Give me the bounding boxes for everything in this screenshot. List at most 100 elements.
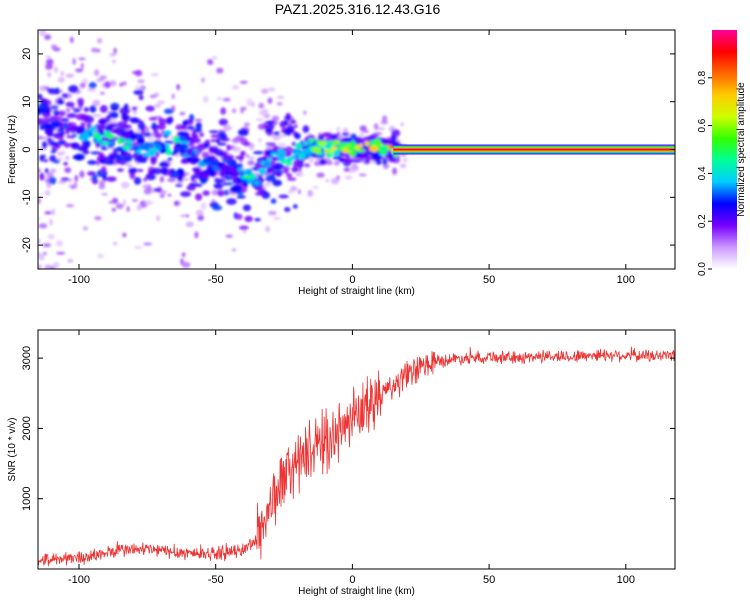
spectral-point: [60, 70, 64, 76]
spectral-point: [68, 85, 79, 93]
spectral-point: [137, 159, 148, 163]
spectral-point: [128, 167, 138, 174]
spectral-peak: [165, 148, 172, 156]
spectral-point: [80, 144, 88, 150]
spectral-peak: [267, 157, 273, 162]
snr-ytick-label: 1000: [21, 486, 33, 510]
spectral-point: [170, 151, 177, 156]
spectral-peak: [103, 141, 109, 145]
spectral-peak: [237, 166, 243, 173]
spectral-peak: [78, 133, 89, 141]
spectral-point: [303, 163, 311, 168]
spectral-point: [223, 124, 232, 132]
spectral-point: [216, 189, 225, 197]
spectral-point: [175, 183, 183, 188]
spectral-peak: [142, 144, 150, 151]
spectral-peak: [297, 152, 306, 160]
spectral-point: [265, 174, 276, 183]
spectral-point: [112, 147, 121, 153]
spectral-point: [113, 47, 117, 55]
spectral-point: [167, 157, 173, 162]
spectral-point: [290, 119, 296, 123]
spectral-point: [58, 110, 66, 117]
spectral-point: [53, 109, 60, 117]
spectral-point: [125, 162, 132, 167]
spectral-point: [303, 110, 307, 116]
spectral-point: [180, 191, 192, 197]
spectral-point: [175, 124, 184, 131]
spectral-point: [218, 131, 227, 139]
spectral-point: [119, 107, 130, 115]
spectral-point: [239, 80, 248, 84]
spectral-point: [235, 155, 245, 160]
spectral-point: [202, 95, 209, 103]
spectral-point: [44, 264, 52, 269]
spectral-point: [163, 140, 175, 144]
spectral-point: [153, 92, 160, 97]
colorbar-label: Normalized spectral amplitude: [736, 82, 747, 217]
spectral-peak: [132, 145, 140, 151]
spectral-point: [287, 128, 295, 134]
spectral-point: [137, 79, 145, 84]
spectral-point: [223, 154, 235, 160]
spectral-peak: [57, 127, 64, 132]
spectral-point: [92, 114, 102, 117]
spectral-point: [208, 146, 217, 154]
snr-xtick-label: 100: [617, 574, 635, 586]
spectral-peak: [209, 168, 215, 175]
spectral-point: [140, 129, 145, 135]
spectral-point: [216, 67, 224, 74]
spectral-point: [277, 142, 287, 149]
spectral-point: [192, 158, 202, 163]
spectral-point: [292, 161, 301, 168]
spectral-point: [336, 126, 341, 132]
spectral-point: [39, 118, 44, 125]
spectral-point: [297, 172, 304, 177]
spectral-point: [211, 55, 218, 60]
spectral-point: [119, 82, 123, 87]
spectral-point: [115, 154, 127, 161]
spectral-point: [132, 152, 143, 159]
spectral-point: [391, 129, 401, 137]
spectral-blobs: [38, 30, 409, 269]
spectral-point: [39, 154, 44, 162]
spectral-point: [159, 161, 168, 167]
spectrogram-xtick-label: 0: [349, 274, 355, 286]
spectral-point: [157, 100, 166, 104]
spectral-point: [236, 195, 246, 199]
spectral-point: [75, 113, 87, 121]
spectral-point: [252, 150, 264, 155]
spectral-point: [48, 176, 57, 185]
spectral-point: [332, 155, 343, 160]
spectral-point: [53, 261, 60, 269]
spectral-peak: [254, 181, 259, 185]
spectral-point: [232, 85, 240, 90]
spectral-point: [247, 160, 255, 166]
spectral-point: [283, 168, 289, 174]
spectral-point: [392, 167, 397, 175]
spectral-point: [319, 158, 326, 163]
spectral-point: [293, 124, 298, 128]
spectral-point: [316, 172, 325, 178]
spectral-point: [231, 248, 237, 252]
spectral-peak: [107, 143, 114, 148]
spectral-point: [287, 189, 294, 194]
spectral-point: [94, 216, 102, 221]
spectral-point: [108, 200, 115, 204]
spectral-point: [56, 99, 65, 105]
spectral-point: [91, 47, 98, 53]
spectral-point: [275, 171, 283, 177]
spectral-point: [273, 131, 281, 136]
spectral-point: [254, 217, 261, 222]
spectral-point: [42, 159, 49, 163]
spectral-point: [142, 185, 151, 189]
spectral-point: [66, 113, 77, 119]
spectral-point: [160, 166, 168, 175]
snr-plot: [38, 346, 675, 567]
spectral-point: [205, 139, 211, 144]
spectral-point: [136, 204, 143, 211]
spectral-point: [50, 168, 57, 173]
spectral-point: [265, 226, 270, 233]
spectral-point: [225, 234, 233, 238]
